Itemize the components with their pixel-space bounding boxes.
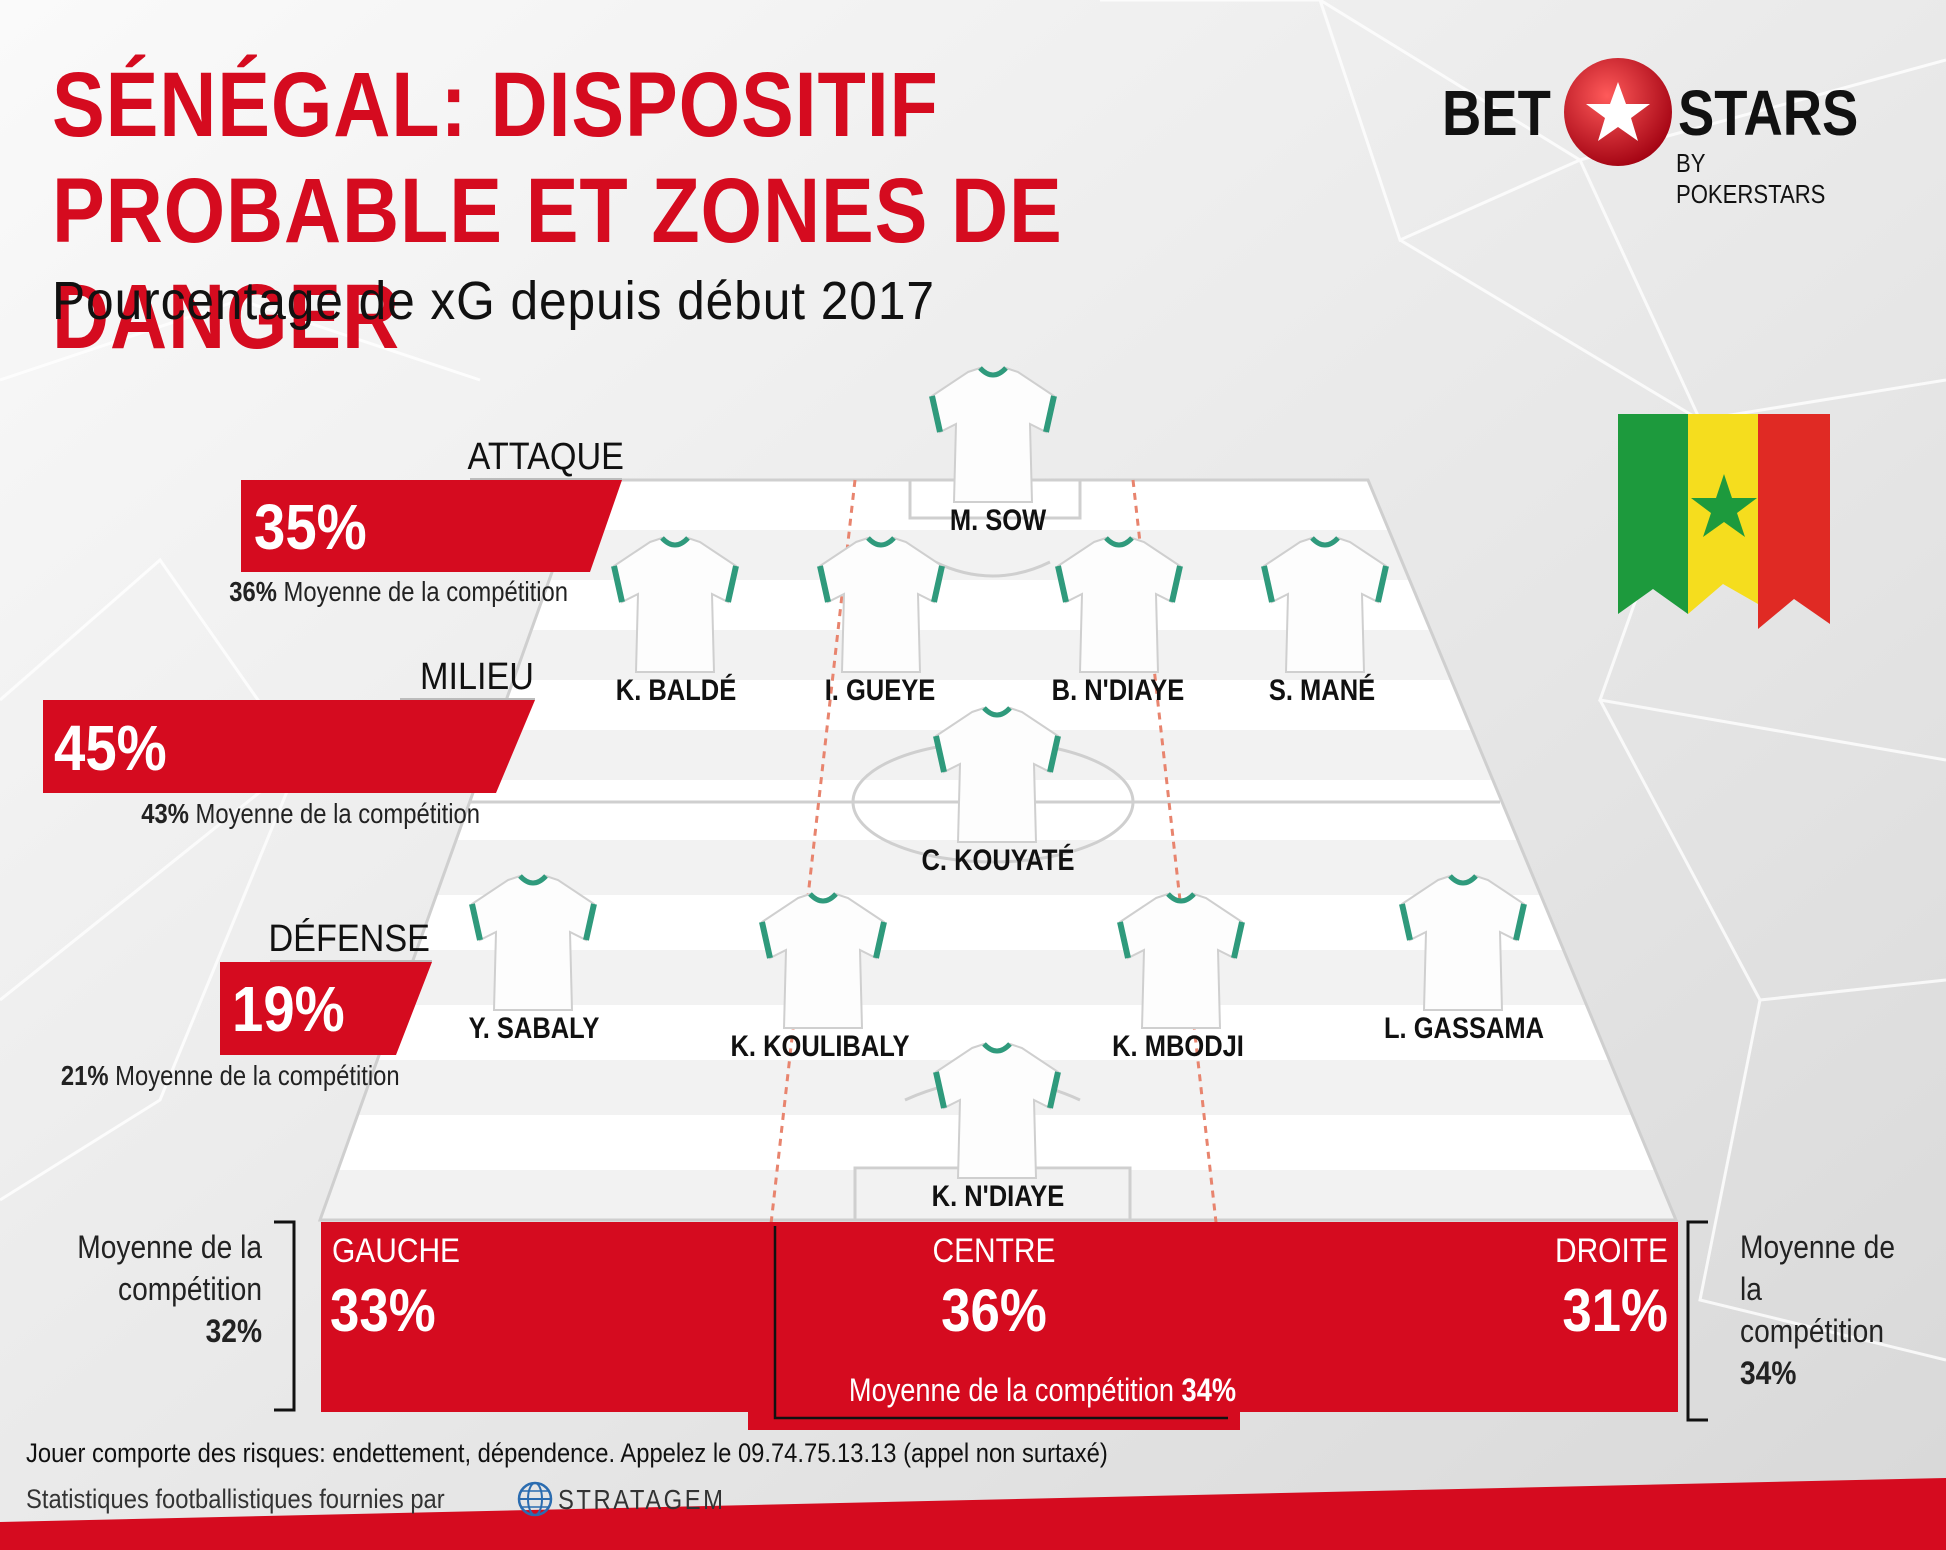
gauche-pct: 33% bbox=[330, 1277, 436, 1344]
droite-label: DROITE bbox=[1554, 1232, 1668, 1270]
centre-average-pct: 34% bbox=[1181, 1372, 1236, 1408]
player-goalkeeper: K. N'DIAYE bbox=[931, 1180, 1065, 1213]
senegal-flag-icon bbox=[1618, 414, 1830, 629]
defense-average: 21% Moyenne de la compétition bbox=[60, 1060, 400, 1092]
attaque-banner bbox=[241, 480, 622, 572]
player-centre-back-1: K. KOULIBALY bbox=[730, 1030, 910, 1063]
defense-average-pct: 21% bbox=[60, 1060, 109, 1091]
shirt-icon bbox=[1399, 874, 1527, 1011]
football-star-icon bbox=[1564, 58, 1672, 166]
page-title: SÉNÉGAL: DISPOSITIF PROBABLE ET ZONES DE… bbox=[52, 52, 1273, 370]
left-side-average-line1: Moyenne de la bbox=[77, 1229, 262, 1265]
player-forward: M. SOW bbox=[949, 504, 1047, 537]
defense-label: DÉFENSE bbox=[268, 918, 430, 960]
shirt-icon bbox=[933, 1042, 1061, 1179]
attaque-average-text: Moyenne de la compétition bbox=[283, 576, 568, 607]
title-line-2: PROBABLE ET ZONES DE DANGER bbox=[52, 160, 1063, 368]
player-right-back: L. GASSAMA bbox=[1383, 1012, 1545, 1045]
centre-label: CENTRE bbox=[932, 1232, 1056, 1270]
attaque-average: 36% Moyenne de la compétition bbox=[170, 576, 568, 608]
left-side-average: Moyenne de la compétition 32% bbox=[67, 1226, 262, 1352]
stratagem-text: STRATAGEM bbox=[558, 1484, 726, 1515]
logo-bet-text: BET bbox=[1442, 77, 1551, 149]
left-side-average-line2: compétition bbox=[117, 1271, 262, 1307]
shirt-icon bbox=[929, 366, 1057, 503]
shirt-icon bbox=[759, 892, 887, 1029]
player-left-back: Y. SABALY bbox=[468, 1012, 600, 1045]
attaque-label: ATTAQUE bbox=[467, 436, 624, 478]
milieu-label: MILIEU bbox=[419, 656, 534, 698]
logo-stars-text: STARS bbox=[1678, 77, 1859, 149]
attaque-average-pct: 36% bbox=[229, 576, 277, 607]
milieu-pct: 45% bbox=[54, 712, 167, 784]
right-side-average-line2: compétition bbox=[1740, 1313, 1885, 1349]
centre-average-text: Moyenne de la compétition bbox=[848, 1372, 1175, 1408]
defense-pct: 19% bbox=[232, 973, 345, 1045]
attaque-pct: 35% bbox=[254, 491, 367, 563]
stratagem-logo: STRATAGEM bbox=[514, 1478, 723, 1522]
milieu-average-pct: 43% bbox=[141, 798, 189, 829]
milieu-average-text: Moyenne de la compétition bbox=[195, 798, 481, 829]
player-centre-back-2: K. MBODJI bbox=[1112, 1030, 1244, 1063]
shirt-icon bbox=[1261, 536, 1389, 673]
milieu-banner bbox=[43, 700, 535, 793]
right-side-average-pct: 34% bbox=[1740, 1355, 1797, 1391]
logo-by-text: BY POKERSTARS bbox=[1676, 148, 1826, 209]
gambling-disclaimer: Jouer comporte des risques: endettement,… bbox=[26, 1438, 1108, 1468]
title-line-1: SÉNÉGAL: DISPOSITIF bbox=[52, 54, 939, 156]
page-subtitle: Pourcentage de xG depuis début 2017 bbox=[52, 271, 935, 331]
player-defensive-mid: C. KOUYATÉ bbox=[921, 844, 1075, 877]
stats-credit: Statistiques footballistiques fournies p… bbox=[26, 1484, 445, 1514]
betstars-logo: BET STARS BY POKERSTARS bbox=[1440, 48, 1880, 209]
player-centre-mid-1: I. GUEYE bbox=[824, 674, 936, 707]
shirt-icon bbox=[469, 874, 597, 1011]
defense-banner bbox=[220, 962, 432, 1055]
droite-pct: 31% bbox=[1562, 1277, 1668, 1344]
shirt-icon bbox=[817, 536, 945, 673]
player-right-mid: S. MANÉ bbox=[1268, 674, 1376, 707]
globe-icon bbox=[517, 1481, 553, 1517]
shirt-icon bbox=[933, 706, 1061, 843]
centre-pct: 36% bbox=[941, 1277, 1047, 1344]
centre-bar bbox=[748, 1222, 1240, 1430]
player-centre-mid-2: B. N'DIAYE bbox=[1051, 674, 1185, 707]
shirt-icon bbox=[1055, 536, 1183, 673]
player-left-mid: K. BALDÉ bbox=[615, 674, 737, 707]
defense-average-text: Moyenne de la compétition bbox=[115, 1060, 400, 1091]
shirt-icon bbox=[611, 536, 739, 673]
gauche-label: GAUCHE bbox=[332, 1232, 461, 1270]
right-side-average-line1: Moyenne de la bbox=[1740, 1229, 1895, 1307]
left-side-average-pct: 32% bbox=[205, 1313, 262, 1349]
milieu-average: 43% Moyenne de la compétition bbox=[89, 798, 480, 830]
centre-average: Moyenne de la compétition 34% bbox=[848, 1372, 1236, 1409]
shirt-icon bbox=[1117, 892, 1245, 1029]
right-side-average: Moyenne de la compétition 34% bbox=[1740, 1226, 1916, 1394]
